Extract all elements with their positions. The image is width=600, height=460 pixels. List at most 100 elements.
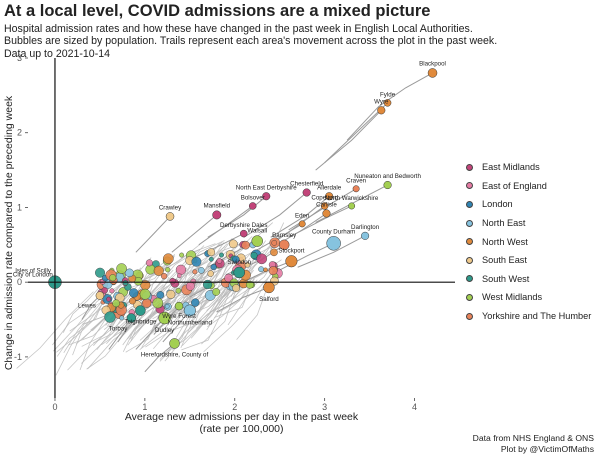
legend-label: North West bbox=[482, 236, 528, 247]
bubble bbox=[185, 281, 195, 291]
legend-swatch bbox=[466, 163, 473, 171]
point-label: City of London bbox=[13, 272, 53, 279]
trail bbox=[190, 272, 242, 339]
bubble bbox=[175, 287, 182, 294]
bubble bbox=[119, 315, 125, 321]
point-label: Allerdale bbox=[317, 184, 342, 191]
x-axis-label: Average new admissions per day in the pa… bbox=[125, 411, 359, 435]
bubble bbox=[101, 287, 108, 294]
bubble bbox=[245, 280, 254, 289]
labeled-bubble bbox=[95, 291, 105, 300]
legend-label: South West bbox=[482, 273, 530, 284]
bubble bbox=[270, 248, 278, 257]
bubble bbox=[129, 288, 139, 298]
bubble bbox=[258, 266, 265, 273]
labeled-bubble bbox=[165, 212, 175, 221]
legend-swatch bbox=[466, 275, 473, 283]
bubble bbox=[192, 269, 198, 275]
point-label: Swindon bbox=[227, 259, 251, 266]
legend-item: South West bbox=[466, 270, 591, 289]
point-trail bbox=[108, 317, 132, 350]
caption: Data from NHS England & ONS Plot by @Vic… bbox=[473, 433, 594, 455]
bubble bbox=[232, 255, 240, 264]
trail bbox=[55, 312, 113, 376]
trail bbox=[206, 279, 258, 331]
point-trail bbox=[270, 242, 334, 276]
trail bbox=[141, 243, 216, 282]
labeled-bubble bbox=[352, 185, 360, 193]
x-axis-label-line: (rate per 100,000) bbox=[199, 423, 283, 435]
legend-swatch bbox=[466, 312, 473, 320]
bubble bbox=[179, 252, 185, 258]
bubble bbox=[104, 311, 116, 323]
bubble bbox=[165, 267, 171, 273]
caption-line: Plot by @VictimOfMaths bbox=[500, 444, 594, 454]
chart-title: At a local level, COVID admissions are a… bbox=[4, 2, 431, 20]
y-axis-label: Change in admission rate compared to the… bbox=[3, 95, 15, 370]
bubble bbox=[250, 251, 258, 259]
labeled-bubble bbox=[248, 202, 257, 210]
point-label: Darlington bbox=[351, 224, 380, 231]
bubble bbox=[212, 288, 221, 296]
bubble bbox=[191, 298, 200, 307]
bubble bbox=[216, 258, 223, 264]
subtitle-line: Data up to 2021-10-14 bbox=[4, 47, 111, 60]
point-label: North Warwickshire bbox=[325, 195, 379, 202]
bubble bbox=[122, 280, 129, 286]
bubble bbox=[163, 253, 174, 265]
legend-item: South East bbox=[466, 251, 591, 270]
x-axis-label-line: Average new admissions per day in the pa… bbox=[125, 411, 359, 423]
point-trail bbox=[198, 205, 254, 246]
point-trail bbox=[243, 192, 307, 238]
bubble bbox=[139, 288, 151, 300]
legend-item: West Midlands bbox=[466, 288, 591, 307]
legend-swatch bbox=[466, 182, 473, 190]
bubble bbox=[271, 240, 278, 246]
point-label: Chesterfield bbox=[290, 181, 324, 188]
legend-label: West Midlands bbox=[482, 292, 543, 303]
bubble bbox=[241, 240, 250, 250]
bubble bbox=[109, 274, 117, 282]
bubble bbox=[219, 252, 224, 258]
point-trail bbox=[297, 235, 366, 268]
point-label: Bolsover bbox=[241, 194, 265, 201]
bubble bbox=[153, 265, 164, 276]
labeled-bubble bbox=[158, 311, 171, 325]
bubble bbox=[263, 267, 268, 273]
point-label: County Durham bbox=[312, 228, 355, 235]
bubble bbox=[161, 273, 168, 280]
bubble bbox=[112, 299, 120, 308]
legend-swatch bbox=[466, 293, 473, 301]
labeled-bubble bbox=[302, 188, 311, 197]
legend-item: London bbox=[466, 195, 591, 214]
x-tick-label: 4 bbox=[412, 402, 417, 412]
point-label: Crawley bbox=[159, 204, 182, 211]
trail bbox=[207, 278, 255, 328]
labeled-bubble bbox=[239, 229, 248, 238]
legend-label: East of England bbox=[482, 180, 547, 191]
legend-item: North West bbox=[466, 232, 591, 251]
point-trail bbox=[216, 286, 270, 313]
labeled-bubble bbox=[361, 231, 370, 240]
legend-swatch bbox=[466, 219, 473, 227]
point-trail bbox=[189, 233, 244, 261]
point-label: Torbay bbox=[109, 326, 128, 333]
bubble bbox=[207, 248, 216, 257]
point-label: North East Derbyshire bbox=[236, 184, 297, 191]
labeled-bubble bbox=[285, 255, 298, 268]
x-tick-label: 2 bbox=[232, 402, 237, 412]
point-trail bbox=[135, 216, 171, 253]
trail bbox=[159, 286, 214, 362]
point-trail bbox=[270, 195, 330, 238]
point-trail bbox=[144, 343, 175, 373]
labeled-bubble bbox=[320, 202, 329, 210]
caption-line: Data from NHS England & ONS bbox=[472, 433, 594, 443]
y-tick-label: -1 bbox=[14, 352, 22, 362]
bubble bbox=[210, 263, 217, 271]
bubble bbox=[244, 262, 251, 268]
point-label: Barnsley bbox=[272, 232, 297, 239]
bubble bbox=[109, 288, 115, 294]
legend-label: East Midlands bbox=[482, 162, 540, 173]
trail bbox=[161, 246, 226, 307]
